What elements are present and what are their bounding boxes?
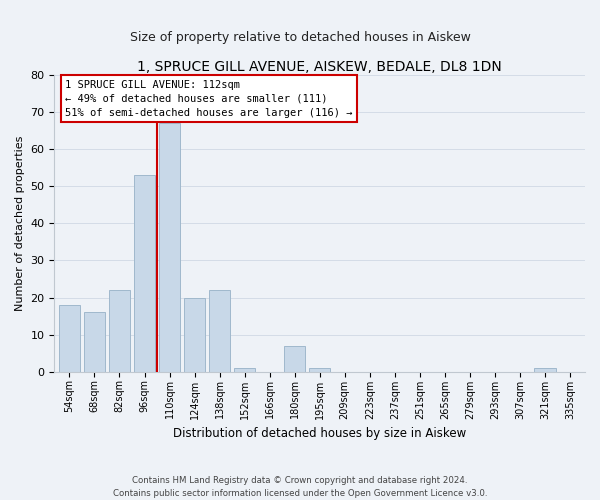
Bar [159,124,180,372]
Bar [59,305,80,372]
Bar [184,298,205,372]
Bar [309,368,331,372]
Bar [535,368,556,372]
Bar [209,290,230,372]
Text: 1 SPRUCE GILL AVENUE: 112sqm
← 49% of detached houses are smaller (111)
51% of s: 1 SPRUCE GILL AVENUE: 112sqm ← 49% of de… [65,80,353,118]
Bar [84,312,105,372]
Text: Contains HM Land Registry data © Crown copyright and database right 2024.
Contai: Contains HM Land Registry data © Crown c… [113,476,487,498]
Text: Size of property relative to detached houses in Aiskew: Size of property relative to detached ho… [130,31,470,44]
X-axis label: Distribution of detached houses by size in Aiskew: Distribution of detached houses by size … [173,427,466,440]
Bar [284,346,305,372]
Bar [234,368,255,372]
Y-axis label: Number of detached properties: Number of detached properties [15,136,25,311]
Bar [134,175,155,372]
Bar [109,290,130,372]
Title: 1, SPRUCE GILL AVENUE, AISKEW, BEDALE, DL8 1DN: 1, SPRUCE GILL AVENUE, AISKEW, BEDALE, D… [137,60,502,74]
